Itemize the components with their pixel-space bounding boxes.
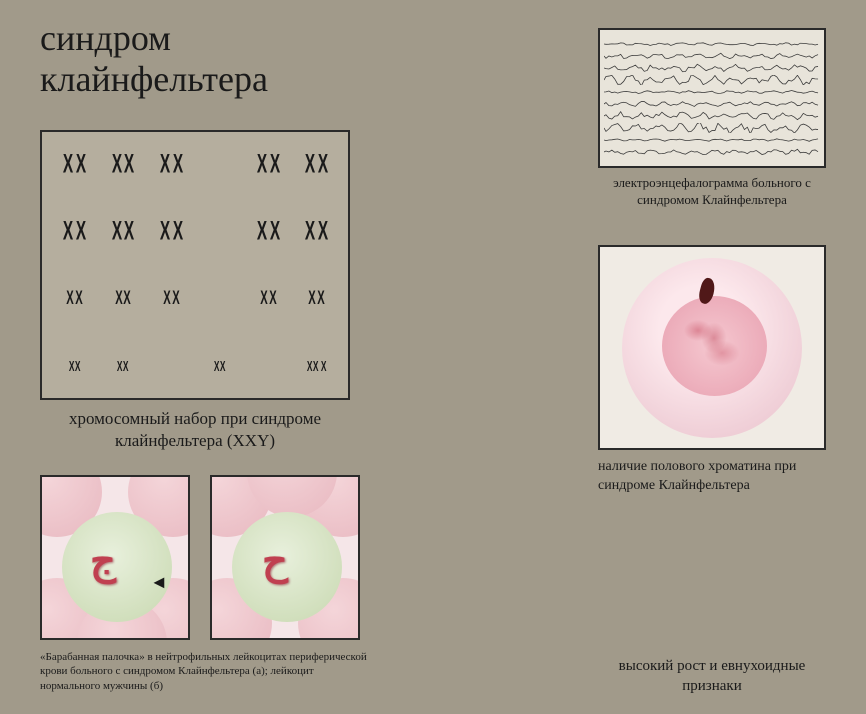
chromosome-pair: XX X — [298, 346, 334, 386]
karyotype-row: XX XX XX XX XX — [56, 279, 334, 319]
chromosome-pair: XX — [298, 211, 334, 251]
chromosome-pair: XX — [250, 279, 286, 319]
chromosome-pair — [250, 346, 286, 386]
nucleus-b: ح — [262, 537, 288, 584]
cell-panel-a: ج ◄ — [40, 475, 190, 640]
chromosome-pair — [201, 144, 237, 184]
title-line-2: клайнфельтера — [40, 59, 268, 100]
nucleus-a: ج — [90, 537, 116, 584]
eeg-trace — [604, 147, 820, 157]
karyotype-panel: XX XX XX XX XX XX XX XX XX XX XX XX XX XX XX XX XX XX XX X — [40, 130, 350, 400]
cell-panel-b: ح — [210, 475, 360, 640]
chromosome-pair: XX — [298, 144, 334, 184]
eeg-trace — [604, 123, 820, 133]
chromosome-pair: XX — [153, 211, 189, 251]
eeg-trace — [604, 99, 820, 109]
eeg-trace — [604, 75, 820, 85]
chromosome-pair: XX — [153, 144, 189, 184]
chromosome-pair: XX — [56, 346, 92, 386]
chromosome-pair: XX — [56, 144, 92, 184]
karyotype-row: XX XX XX XX X — [56, 346, 334, 386]
chromosome-pair: XX — [298, 279, 334, 319]
chromatin-panel — [598, 245, 826, 450]
chromosome-pair: XX — [250, 144, 286, 184]
eeg-trace — [604, 87, 820, 97]
eeg-panel — [598, 28, 826, 168]
chromatin-nucleus — [662, 296, 767, 396]
chromosome-pair: XX — [56, 211, 92, 251]
page-title: синдром клайнфельтера — [40, 18, 268, 101]
karyotype-row: XX XX XX XX XX — [56, 144, 334, 184]
chromosome-pair: XX — [153, 279, 189, 319]
chromosome-pair: XX — [104, 346, 140, 386]
chromosome-pair: XX — [104, 211, 140, 251]
eeg-trace — [604, 51, 820, 61]
tall-stature-caption: высокий рост и евнухоидные признаки — [598, 657, 826, 696]
chromosome-pair: XX — [56, 279, 92, 319]
eeg-trace — [604, 135, 820, 145]
cells-caption: «Барабанная палочка» в нейтрофильных лей… — [40, 650, 370, 693]
karyotype-row: XX XX XX XX XX — [56, 211, 334, 251]
chromosome-pair — [201, 279, 237, 319]
chromosome-pair: XX — [104, 279, 140, 319]
chromosome-pair: XX — [104, 144, 140, 184]
karyotype-caption: хромосомный набор при синдроме клайнфель… — [40, 408, 350, 452]
drumstick-arrow-icon: ◄ — [150, 572, 168, 593]
chromatin-cell — [622, 258, 802, 438]
chromosome-pair: XX — [201, 346, 237, 386]
chromosome-pair — [153, 346, 189, 386]
title-line-1: синдром — [40, 18, 268, 59]
eeg-caption: электроэнцефалограмма больного с синдром… — [598, 175, 826, 209]
eeg-trace — [604, 111, 820, 121]
chromosome-pair: XX — [250, 211, 286, 251]
chromatin-caption: наличие полового хроматина при синдроме … — [598, 458, 826, 496]
eeg-trace — [604, 39, 820, 49]
eeg-trace — [604, 63, 820, 73]
chromosome-pair — [201, 211, 237, 251]
